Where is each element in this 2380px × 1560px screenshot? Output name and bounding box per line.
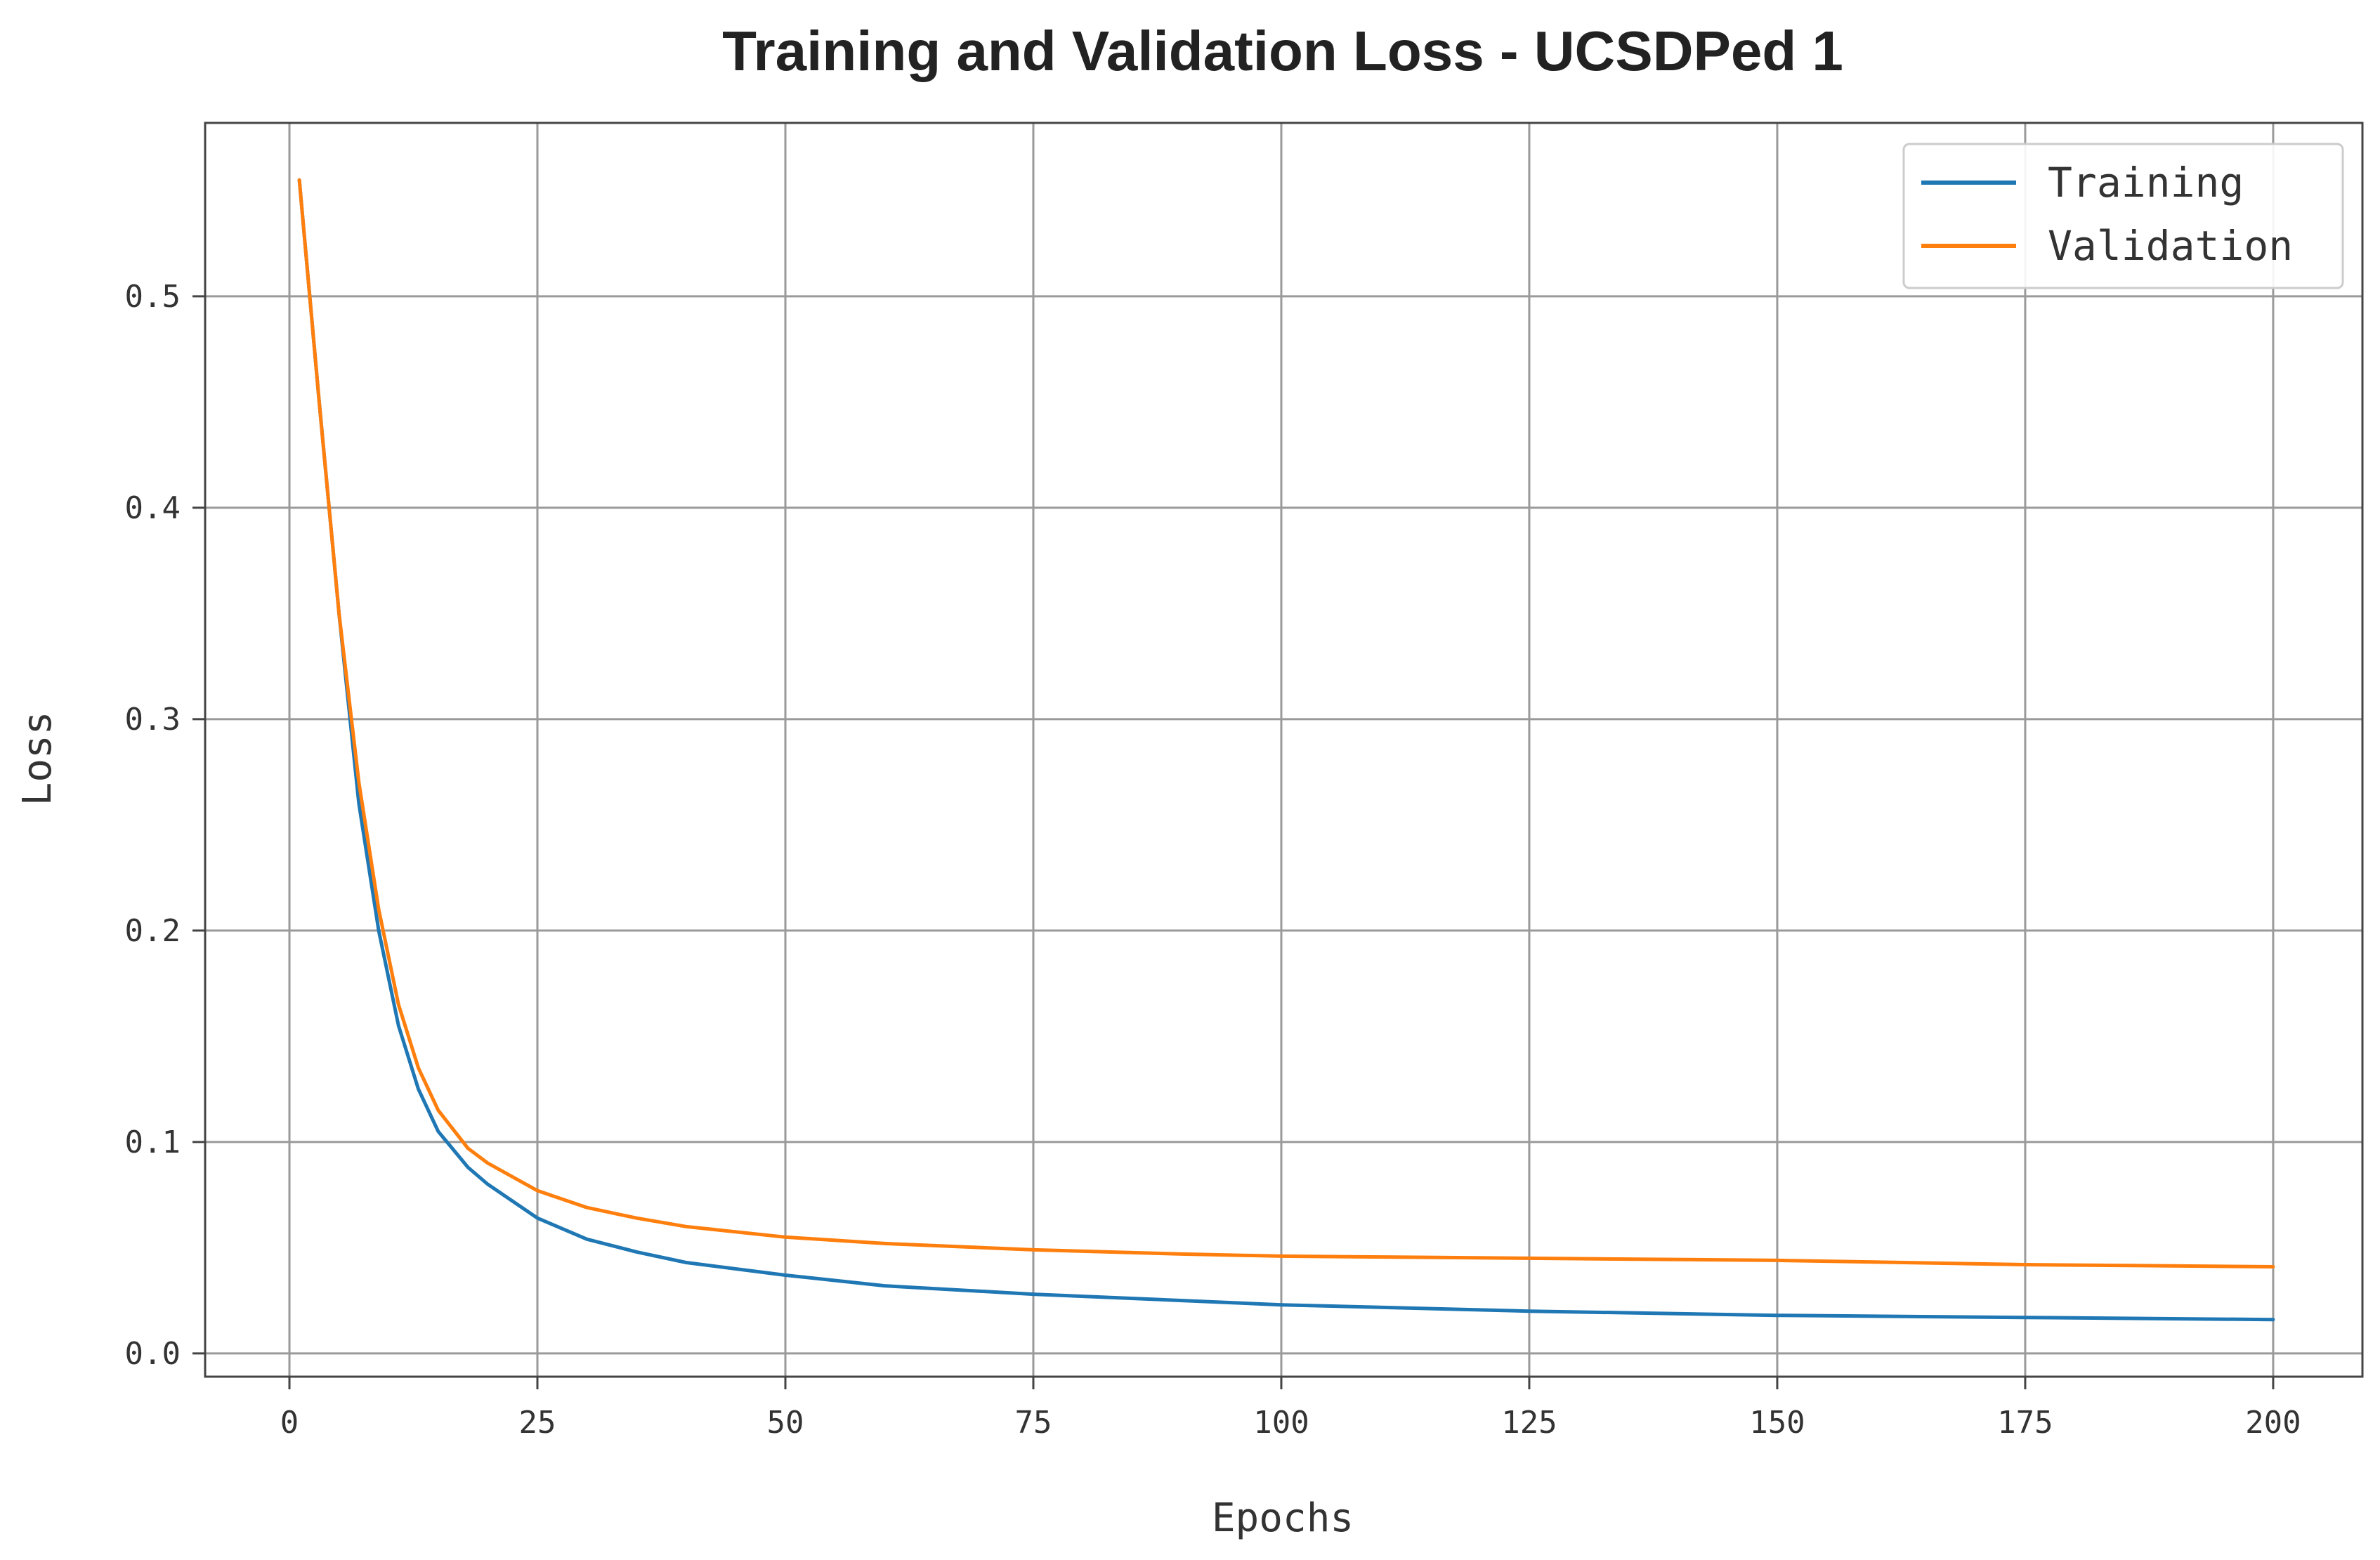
legend-box	[1902, 143, 2344, 289]
y-tick-label: 0.0	[125, 1336, 181, 1372]
y-tick-label: 0.5	[125, 279, 181, 315]
x-tick-label: 175	[1997, 1405, 2053, 1441]
legend-label-validation: Validation	[2048, 222, 2293, 270]
axis-ticks: 0 25 50 75 100 125 150 175 200 0.0 0.1 0.2 0.3 0.4 0.5	[125, 279, 2301, 1441]
x-tick-label: 125	[1501, 1405, 1557, 1441]
x-tick-label: 200	[2245, 1405, 2301, 1441]
grid	[205, 123, 2362, 1377]
plot-frame	[204, 122, 2364, 1378]
x-tick-label: 25	[519, 1405, 556, 1441]
x-tick-label: 150	[1749, 1405, 1805, 1441]
x-tick-label: 50	[767, 1405, 804, 1441]
y-tick-label: 0.2	[125, 913, 181, 949]
x-axis-label: Epochs	[1212, 1495, 1354, 1541]
y-tick-label: 0.3	[125, 702, 181, 738]
series-line-training	[297, 178, 2275, 1322]
x-tick-label: 0	[280, 1405, 299, 1441]
x-tick-label: 75	[1014, 1405, 1052, 1441]
x-tick-label: 100	[1253, 1405, 1309, 1441]
y-tick-label: 0.4	[125, 490, 181, 526]
chart-title: Training and Validation Loss - UCSDPed 1	[722, 20, 1843, 82]
y-axis-label: Loss	[15, 712, 60, 806]
series-line-validation	[297, 178, 2275, 1269]
y-tick-label: 0.1	[125, 1125, 181, 1160]
legend: Training Validation	[1902, 143, 2344, 289]
legend-label-training: Training	[2048, 159, 2244, 207]
series-lines	[297, 178, 2275, 1322]
